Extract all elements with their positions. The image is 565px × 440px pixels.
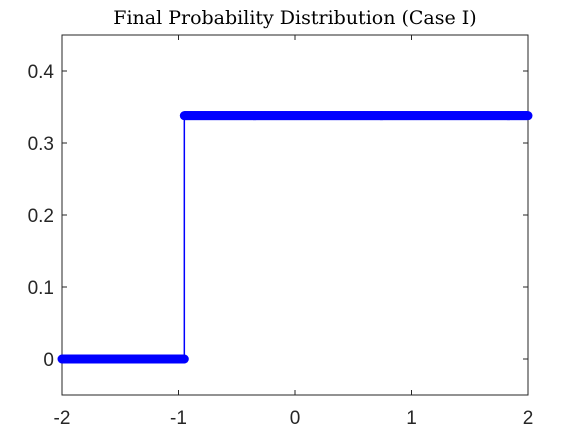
y-tick-label: 0.1 [28,278,54,299]
y-tick-label: 0.2 [28,206,54,227]
data-series [57,111,533,364]
y-tick-label: 0.3 [28,134,54,155]
data-point [523,111,533,121]
x-tick-label: -1 [170,408,187,429]
x-tick-label: -2 [54,408,71,429]
x-tick-label: 0 [290,408,301,429]
data-point [179,354,189,364]
x-tick-label: 2 [523,408,534,429]
y-tick-label: 0 [43,350,54,371]
axis-ticks: -2 -1 0 1 2 0 0.1 0.2 0.3 0.4 [28,35,534,429]
x-tick-label: 1 [406,408,417,429]
chart-title: Final Probability Distribution (Case I) [113,7,476,29]
plot-area [61,34,529,396]
y-tick-label: 0.4 [28,62,55,83]
